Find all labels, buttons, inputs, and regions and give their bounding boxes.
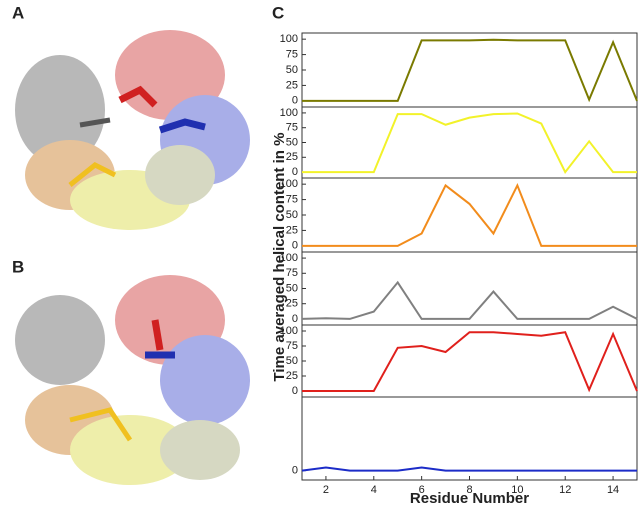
y-tick-label: 100 [280, 252, 298, 264]
y-tick-label: 50 [286, 64, 298, 76]
panel-label: C [272, 3, 284, 22]
y-tick-label: 50 [286, 282, 298, 294]
y-tick-label: 0 [292, 166, 298, 178]
plot-frame [301, 396, 638, 481]
y-tick-label: 0 [292, 385, 298, 397]
y-tick-label: 25 [286, 298, 298, 310]
x-tick-label: 4 [371, 484, 377, 496]
plot-frame [301, 251, 638, 326]
y-tick-label: 75 [286, 48, 298, 60]
molecule-b [15, 275, 250, 485]
series-line [302, 331, 638, 393]
y-tick-label: 25 [286, 224, 298, 236]
y-tick-label: 0 [292, 240, 298, 252]
panel-label: A [12, 3, 24, 22]
series-line [302, 38, 638, 103]
y-tick-label: 75 [286, 267, 298, 279]
y-tick-label: 0 [292, 313, 298, 325]
plot-frame [301, 177, 638, 253]
series-line [302, 112, 637, 174]
molecule-a [15, 30, 250, 230]
y-tick-label: 100 [280, 33, 298, 45]
y-tick-label: 100 [280, 107, 298, 119]
y-tick-label: 75 [286, 122, 298, 134]
series-line [301, 466, 637, 472]
series-line [301, 280, 638, 320]
y-tick-label: 25 [286, 151, 298, 163]
x-tick-label: 10 [511, 484, 523, 496]
x-tick-label: 6 [419, 484, 425, 496]
y-tick-label: 100 [280, 178, 298, 190]
y-tick-label: 0 [292, 95, 298, 107]
x-tick-label: 2 [323, 484, 329, 496]
y-tick-label: 75 [286, 193, 298, 205]
y-tick-label: 50 [286, 136, 298, 148]
x-tick-label: 12 [559, 484, 571, 496]
y-tick-label: 25 [286, 370, 298, 382]
series-line [302, 182, 637, 247]
y-tick-label: 0 [292, 465, 298, 477]
x-axis-title: Residue Number [410, 490, 529, 507]
y-tick-label: 75 [286, 340, 298, 352]
x-tick-label: 14 [607, 484, 619, 496]
y-tick-label: 50 [286, 355, 298, 367]
x-tick-label: 8 [466, 484, 472, 496]
y-tick-label: 50 [286, 209, 298, 221]
panel-label: B [12, 257, 24, 276]
y-tick-label: 100 [280, 325, 298, 337]
y-axis-title: Time averaged helical content in % [271, 133, 288, 382]
y-tick-label: 25 [286, 79, 298, 91]
